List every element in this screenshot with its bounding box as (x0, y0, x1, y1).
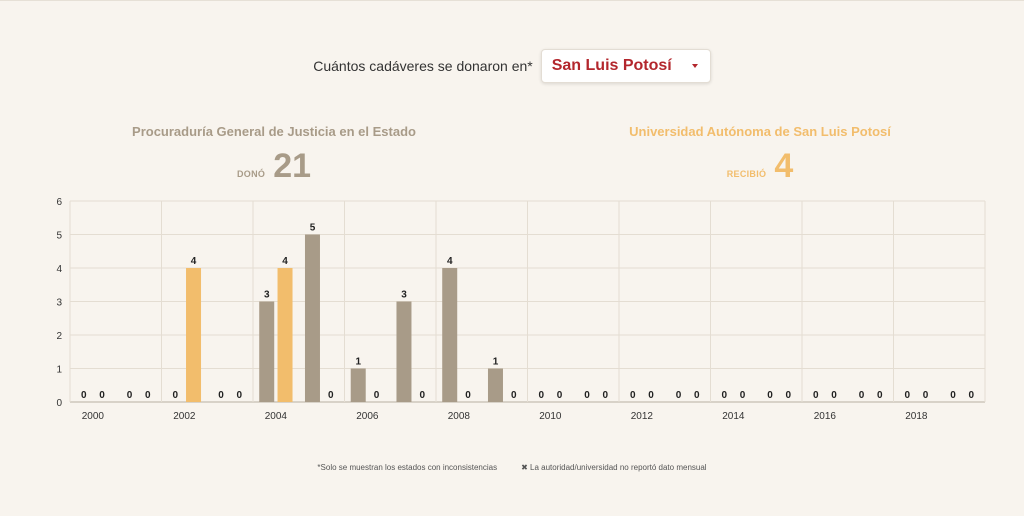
bar-value-label: 0 (127, 390, 133, 401)
bar-value-label: 0 (785, 390, 791, 401)
recipient-summary: Universidad Autónoma de San Luis Potosí … (580, 124, 940, 186)
x-tick-label: 2012 (631, 411, 654, 422)
bar-value-label: 0 (584, 390, 590, 401)
bar-value-label: 0 (968, 390, 974, 401)
y-tick-label: 5 (56, 231, 62, 242)
bar-value-label: 3 (401, 290, 407, 301)
bar-value-label: 1 (493, 357, 499, 368)
bar-value-label: 0 (694, 390, 700, 401)
footnote-no-monthly-data: ✖ La autoridad/universidad no reportó da… (521, 463, 707, 472)
bar-value-label: 0 (721, 390, 727, 401)
donations-bar-chart: 0 1 2 3 4 5 6 2000 2002 2004 2006 2008 2010 2012 2014 2… (56, 197, 986, 422)
bar-value-label: 0 (511, 390, 517, 401)
recipient-value: 4 (774, 147, 794, 185)
bar-value-label: 0 (950, 390, 956, 401)
state-selector-row: Cuántos cadáveres se donaron en* San Lui… (0, 49, 1024, 83)
bar-value-label: 0 (218, 390, 224, 401)
bar-value-label: 0 (740, 390, 746, 401)
y-tick-label: 6 (56, 197, 62, 208)
bar-value-label: 0 (374, 390, 380, 401)
received-bar (186, 268, 202, 402)
selector-prompt: Cuántos cadáveres se donaron en* (313, 58, 533, 74)
bar-value-label: 0 (236, 390, 242, 401)
bar-value-label: 4 (447, 256, 453, 267)
bar-value-label: 0 (813, 390, 819, 401)
x-tick-label: 2006 (356, 411, 379, 422)
bar-value-label: 0 (172, 390, 178, 401)
donated-bar (442, 268, 458, 402)
recipient-label: RECIBIÓ (726, 169, 767, 179)
bar-value-label: 0 (557, 390, 563, 401)
donated-bar (487, 368, 503, 402)
y-tick-label: 2 (56, 331, 62, 342)
donor-label: DONÓ (236, 169, 266, 179)
bar-value-label: 0 (328, 390, 334, 401)
bar-value-label: 1 (355, 357, 361, 368)
received-bar (277, 268, 293, 402)
caret-down-icon (691, 64, 698, 68)
bar-value-label: 0 (630, 390, 636, 401)
y-tick-label: 1 (56, 365, 62, 376)
x-tick-label: 2002 (173, 411, 196, 422)
bar-value-label: 3 (264, 290, 270, 301)
bar-value-label: 0 (419, 390, 425, 401)
y-tick-label: 3 (56, 298, 62, 309)
state-select[interactable]: San Luis Potosí (540, 49, 711, 83)
donated-bar (304, 234, 320, 402)
donor-stat: DONÓ 21 (94, 147, 454, 186)
donor-value: 21 (273, 147, 312, 185)
bar-value-label: 0 (145, 390, 151, 401)
y-tick-label: 4 (56, 264, 62, 275)
x-tick-label: 2016 (814, 411, 837, 422)
bar-value-label: 0 (767, 390, 773, 401)
bar-value-label: 0 (99, 390, 105, 401)
bar-value-label: 0 (648, 390, 654, 401)
donated-bar (396, 301, 412, 402)
donated-bar (259, 301, 275, 402)
bar-value-label: 4 (282, 256, 288, 267)
bar-value-label: 0 (923, 390, 929, 401)
x-tick-label: 2004 (265, 411, 288, 422)
bar-value-label: 0 (831, 390, 837, 401)
donor-summary: Procuraduría General de Justicia en el E… (94, 124, 454, 186)
bar-value-label: 0 (859, 390, 865, 401)
x-tick-label: 2018 (905, 411, 928, 422)
bar-value-label: 0 (904, 390, 910, 401)
state-select-value: San Luis Potosí (551, 57, 672, 74)
bar-value-label: 4 (191, 256, 197, 267)
bar-value-label: 0 (602, 390, 608, 401)
y-tick-label: 0 (56, 398, 62, 409)
bar-value-label: 0 (465, 390, 471, 401)
footnotes: *Solo se muestran los estados con incons… (0, 463, 1024, 472)
x-tick-label: 2008 (448, 411, 471, 422)
x-tick-label: 2000 (82, 411, 105, 422)
bar-value-label: 0 (676, 390, 682, 401)
donated-bar (350, 368, 366, 402)
recipient-name: Universidad Autónoma de San Luis Potosí (629, 124, 891, 139)
recipient-stat: RECIBIÓ 4 (580, 147, 940, 186)
donor-name: Procuraduría General de Justicia en el E… (132, 124, 416, 139)
bar-value-label: 0 (538, 390, 544, 401)
footnote-states: *Solo se muestran los estados con incons… (317, 463, 498, 472)
bar-value-label: 0 (81, 390, 87, 401)
x-tick-label: 2014 (722, 411, 745, 422)
bar-value-label: 5 (310, 223, 316, 234)
bar-value-label: 0 (877, 390, 883, 401)
x-tick-label: 2010 (539, 411, 562, 422)
